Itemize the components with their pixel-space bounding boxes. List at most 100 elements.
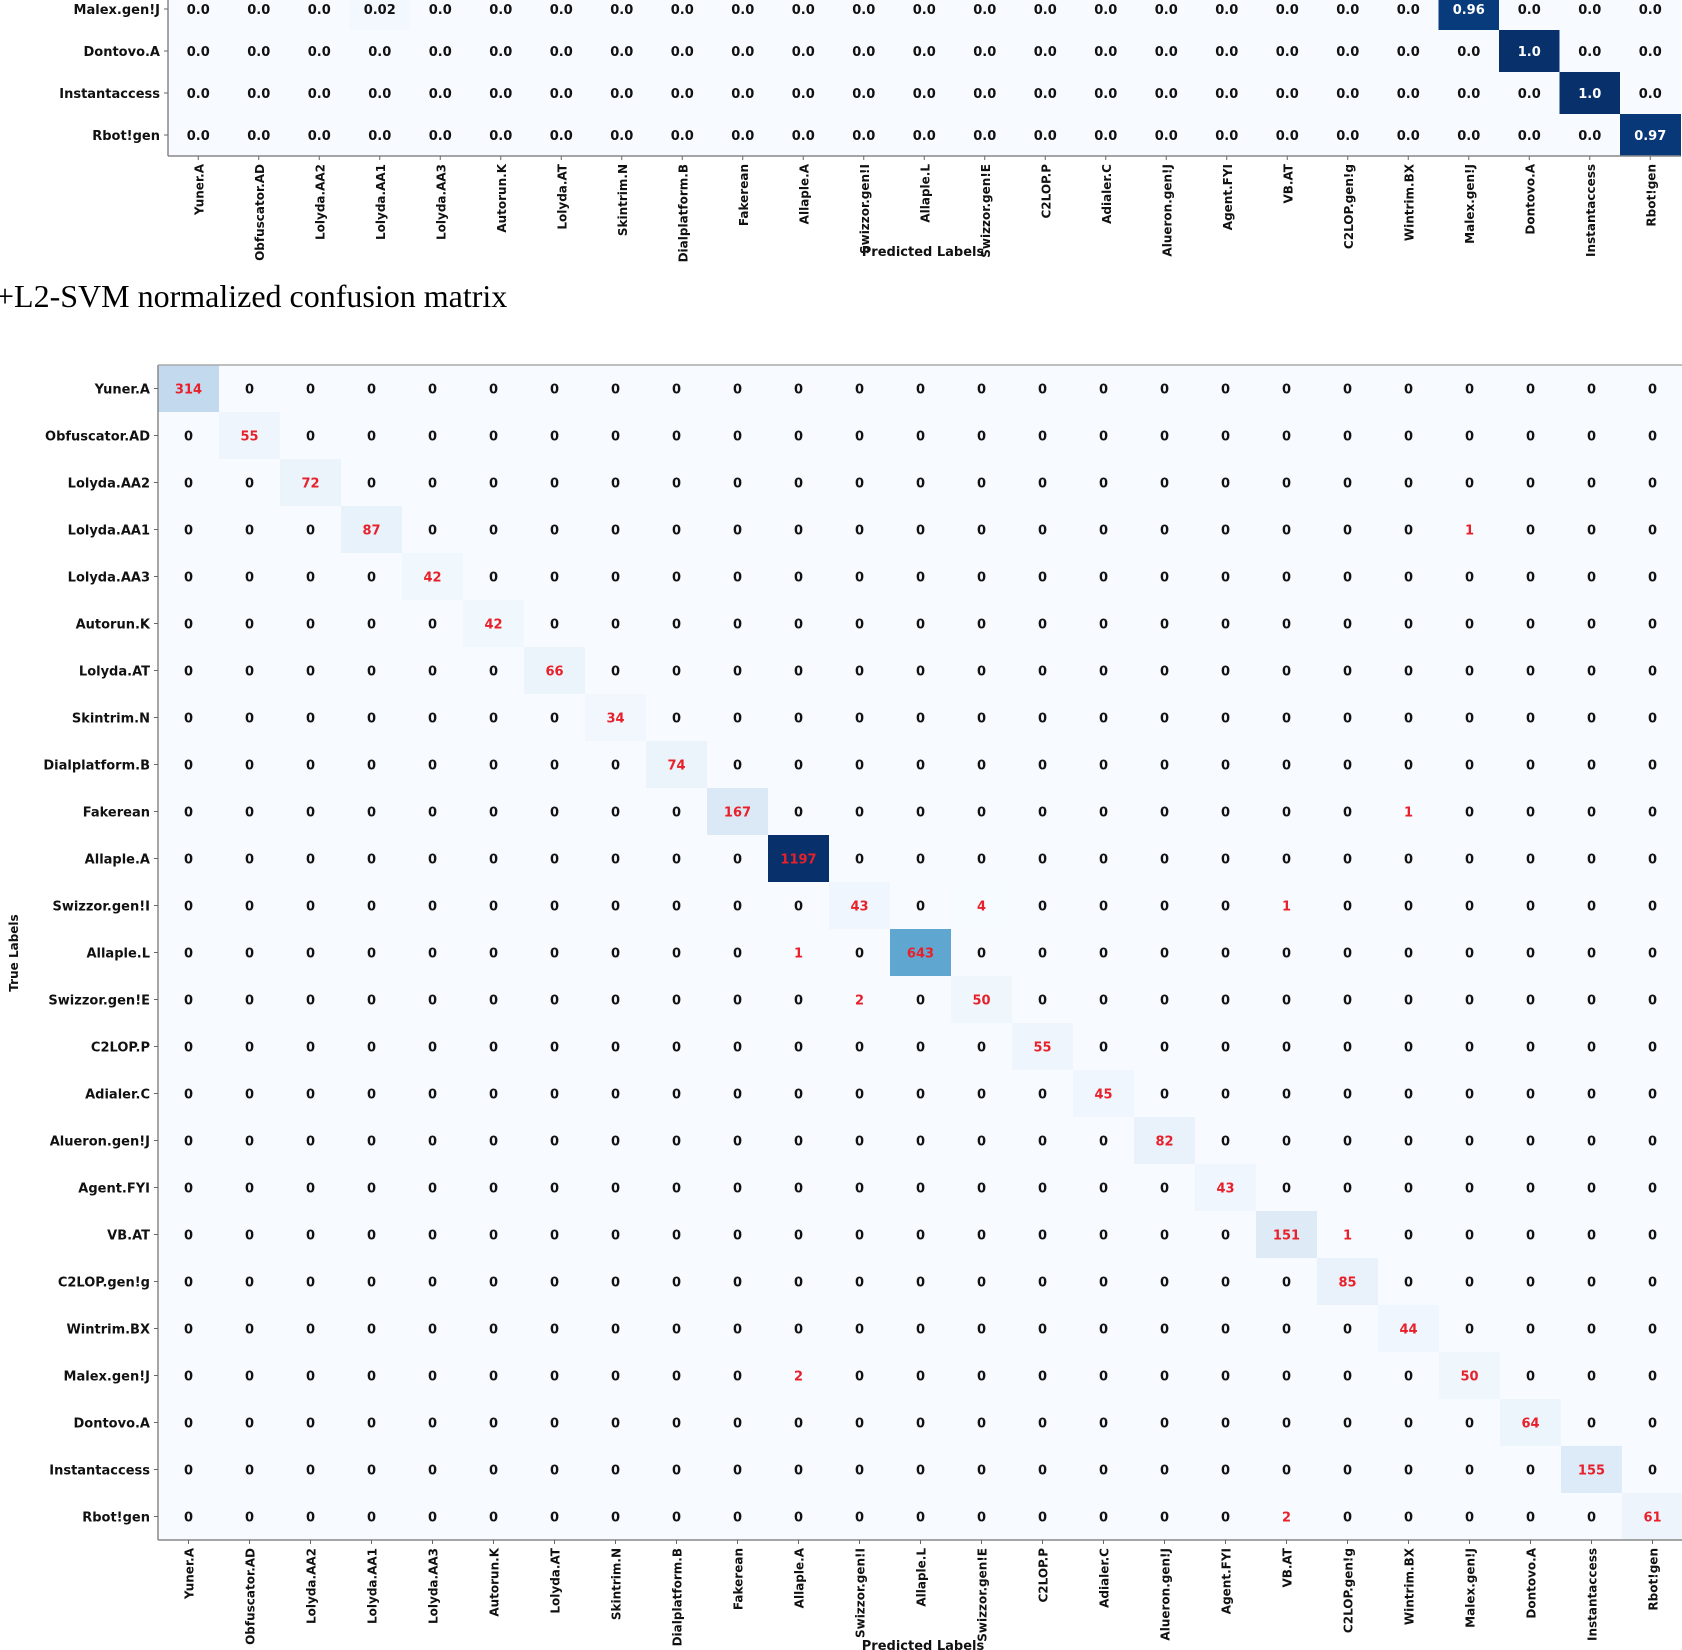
cell-value-label: 0: [977, 571, 986, 586]
matrix-cell: [1195, 929, 1257, 977]
matrix-cell: [1378, 1164, 1440, 1212]
cell-value-label: 0: [1465, 1041, 1474, 1056]
matrix-cell: [1622, 553, 1682, 601]
cell-value-label: 0: [1404, 1464, 1413, 1479]
cell-value-label: 0.0: [1336, 45, 1359, 60]
cell-value-label: 0.0: [1276, 87, 1299, 102]
x-tick-label: Swizzor.gen!E: [976, 1548, 990, 1642]
cell-value-label: 0: [611, 1370, 620, 1385]
cell-value-label: 42: [423, 571, 441, 586]
matrix-cell: [1317, 788, 1379, 836]
cell-value-label: 0: [184, 1464, 193, 1479]
matrix-cell: [402, 929, 464, 977]
matrix-cell: [1134, 506, 1196, 554]
cell-value-label: 0: [245, 1370, 254, 1385]
matrix-cell: [1012, 741, 1074, 789]
matrix-cell: [158, 741, 220, 789]
cell-value-label: 0: [489, 853, 498, 868]
matrix-cell: [280, 882, 342, 930]
cell-value-label: 0: [489, 1464, 498, 1479]
cell-value-label: 0: [428, 1464, 437, 1479]
matrix-cell: [158, 1258, 220, 1306]
matrix-cell: [646, 1117, 708, 1165]
cell-value-label: 0.0: [1518, 87, 1541, 102]
cell-value-label: 0: [611, 1464, 620, 1479]
matrix-cell: [1012, 1305, 1074, 1353]
cell-value-label: 0.0: [247, 129, 270, 144]
cell-value-label: 0: [367, 1276, 376, 1291]
matrix-cell: [890, 1399, 952, 1447]
matrix-cell: [463, 1164, 525, 1212]
cell-value-label: 0: [1282, 665, 1291, 680]
cell-value-label: 0: [855, 1464, 864, 1479]
matrix-cell: [1622, 1399, 1682, 1447]
cell-value-label: 0: [977, 1229, 986, 1244]
matrix-cell: [280, 506, 342, 554]
cell-value-label: 0: [1587, 900, 1596, 915]
cell-value-label: 0: [1221, 712, 1230, 727]
matrix-cell: [1073, 1117, 1135, 1165]
matrix-cell: [1620, 72, 1681, 115]
matrix-cell: [463, 553, 525, 601]
matrix-cell: [524, 788, 586, 836]
matrix-cell: [402, 412, 464, 460]
cell-value-label: 0.0: [671, 3, 694, 18]
cell-value-label: 0: [733, 1229, 742, 1244]
matrix-cell: [219, 1493, 281, 1541]
cell-value-label: 0: [245, 853, 254, 868]
cell-value-label: 0: [1648, 524, 1657, 539]
cell-value-label: 0: [306, 994, 315, 1009]
cell-value-label: 0: [428, 477, 437, 492]
matrix-cell: [1317, 694, 1379, 742]
cell-value-label: 0: [550, 947, 559, 962]
cell-value-label: 0: [794, 1276, 803, 1291]
y-tick-label: Autorun.K: [76, 618, 151, 633]
cell-value-label: 0: [855, 571, 864, 586]
cell-value-label: 0: [1648, 900, 1657, 915]
cell-value-label: 0: [916, 1088, 925, 1103]
cell-value-label: 0: [977, 524, 986, 539]
cell-value-label: 0: [1404, 1511, 1413, 1526]
matrix-cell: [402, 1305, 464, 1353]
matrix-cell: [1500, 600, 1562, 648]
cell-value-label: 0: [1526, 900, 1535, 915]
matrix-cell: [1256, 1352, 1318, 1400]
matrix-cell: [768, 600, 830, 648]
matrix-cell: [1134, 459, 1196, 507]
cell-value-label: 0: [1465, 712, 1474, 727]
matrix-cell: [1622, 1352, 1682, 1400]
cell-value-label: 0: [306, 1276, 315, 1291]
y-tick-label: C2LOP.gen!g: [58, 1276, 150, 1291]
cell-value-label: 0: [1221, 1041, 1230, 1056]
cell-value-label: 0: [550, 806, 559, 821]
matrix-cell: [158, 1493, 220, 1541]
cell-value-label: 0: [1587, 1229, 1596, 1244]
matrix-cell: [228, 30, 290, 73]
matrix-cell: [219, 412, 281, 460]
matrix-cell: [1620, 114, 1681, 157]
cell-value-label: 0.0: [1215, 87, 1238, 102]
matrix-cell: [410, 72, 471, 115]
cell-value-label: 0: [306, 383, 315, 398]
matrix-cell: [341, 365, 403, 413]
cell-value-label: 0: [1099, 524, 1108, 539]
cell-value-label: 0: [1282, 383, 1291, 398]
cell-value-label: 0: [1282, 1370, 1291, 1385]
matrix-cell: [829, 506, 891, 554]
cell-value-label: 0: [1099, 430, 1108, 445]
cell-value-label: 0: [611, 1088, 620, 1103]
matrix-cell: [280, 1493, 342, 1541]
matrix-cell: [524, 835, 586, 883]
cell-value-label: 0: [1404, 1088, 1413, 1103]
cell-value-label: 0: [428, 1323, 437, 1338]
matrix-cell: [1500, 459, 1562, 507]
matrix-cell: [951, 1164, 1013, 1212]
cell-value-label: 0: [1587, 759, 1596, 774]
matrix-cell: [1622, 459, 1682, 507]
matrix-cell: [1378, 1258, 1440, 1306]
cell-value-label: 0: [1099, 1370, 1108, 1385]
matrix-cell: [890, 1446, 952, 1494]
matrix-cell: [1134, 412, 1196, 460]
matrix-cell: [585, 1164, 647, 1212]
matrix-cell: [1134, 882, 1196, 930]
